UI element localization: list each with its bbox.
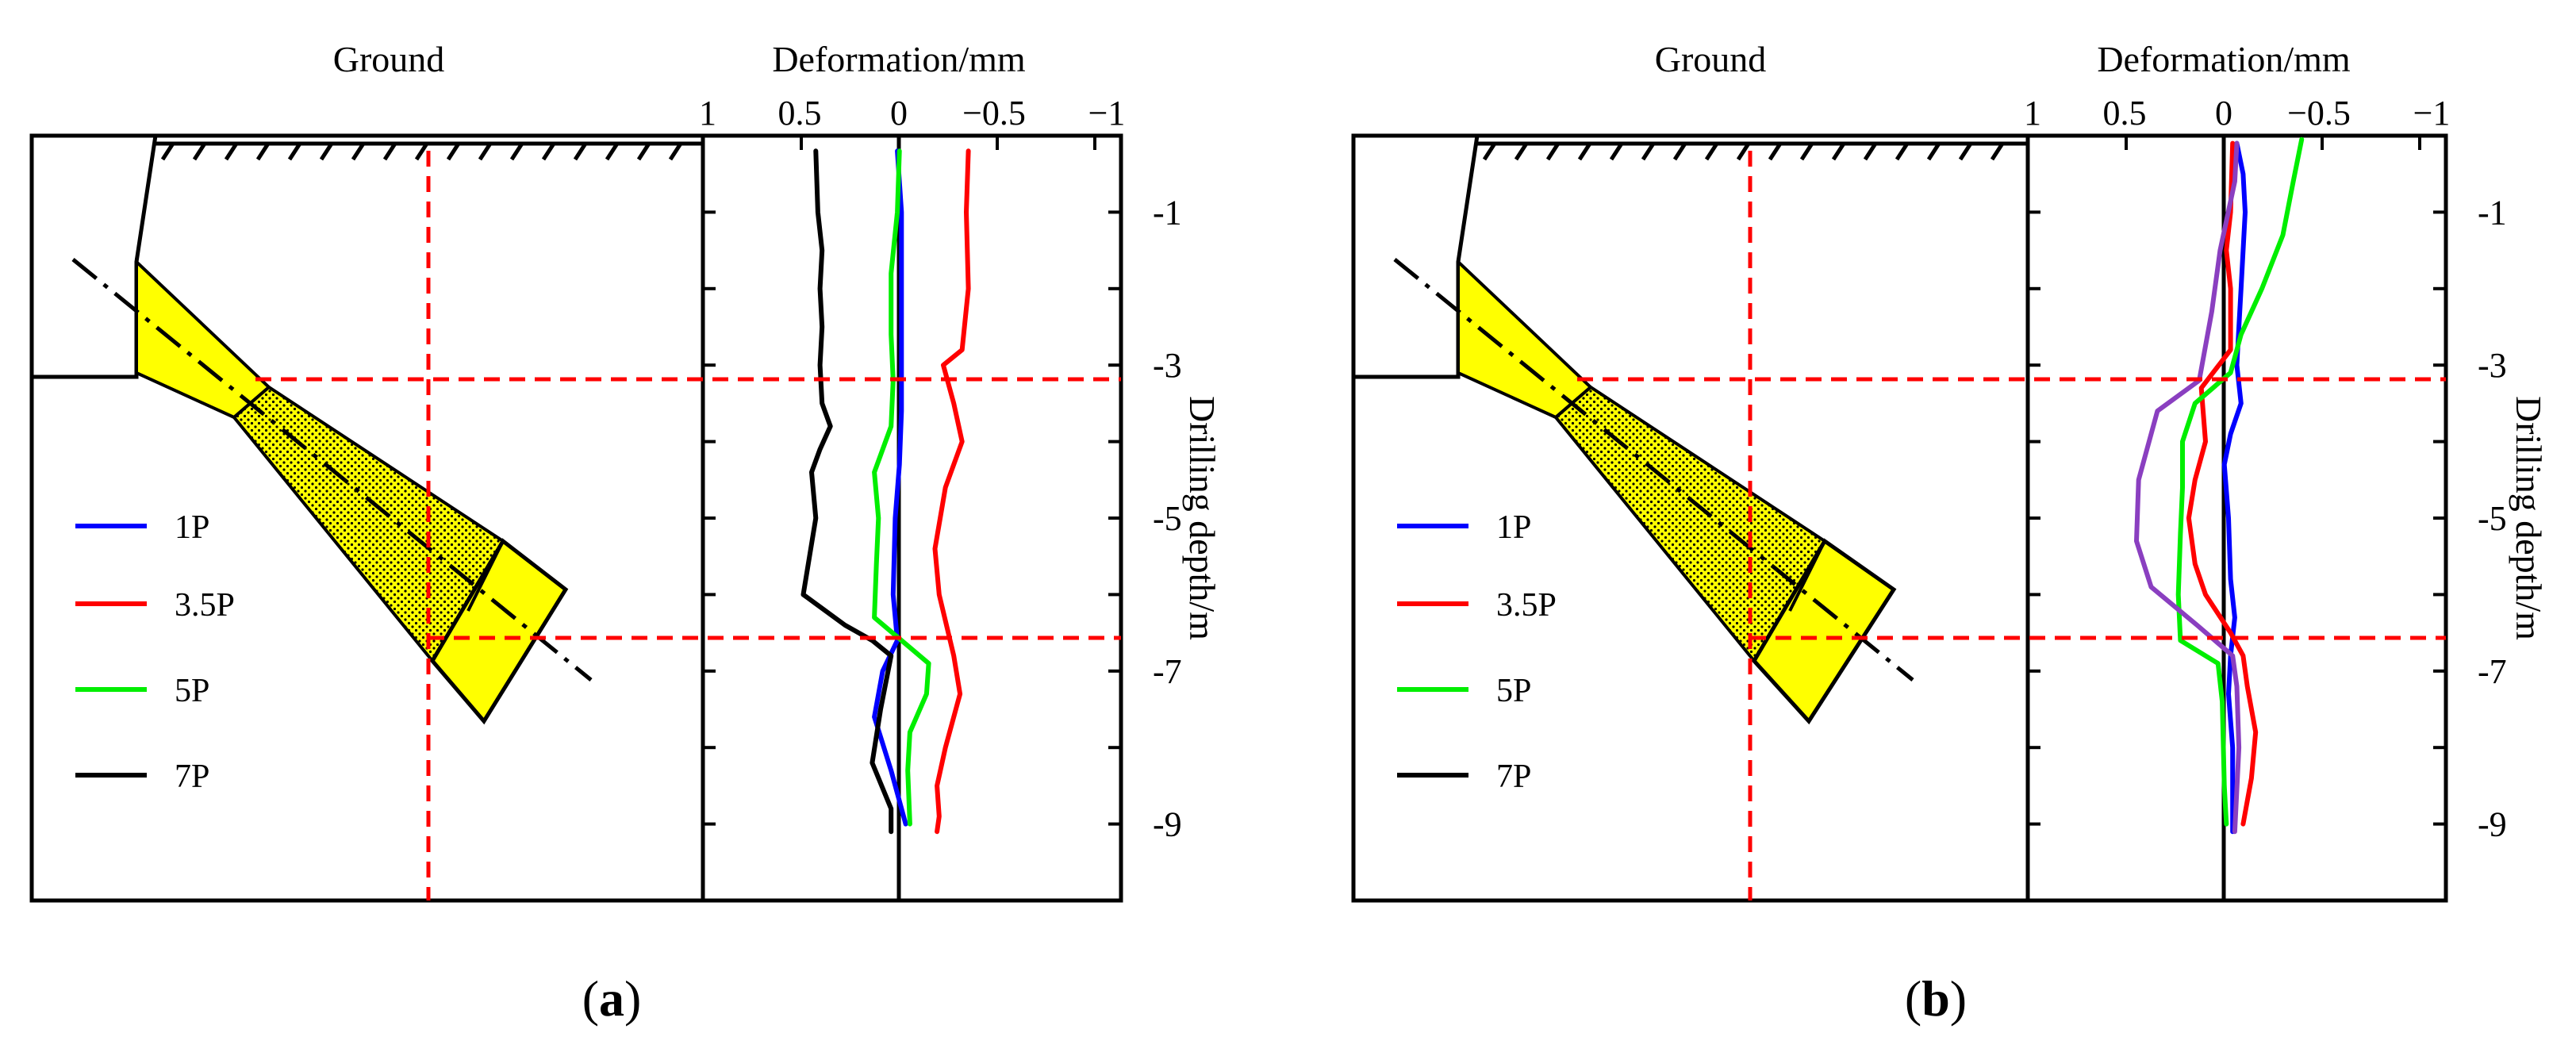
y-tick-label: -9 <box>2478 805 2507 844</box>
drilling-schematic: Ground <box>29 39 705 903</box>
y-tick-label: -1 <box>2478 193 2507 232</box>
x-tick-label: −1 <box>2413 94 2451 132</box>
y-ticks: -1 -3 -5 -7 -9 <box>703 193 1182 844</box>
x-ticks <box>2125 136 2421 150</box>
y-tick-label: -5 <box>1153 499 1182 538</box>
y-tick-label: -7 <box>1153 652 1182 691</box>
borehole-axis <box>71 258 593 682</box>
anchor-head <box>429 538 569 725</box>
ground-label: Ground <box>333 39 445 79</box>
legend-label-1p: 1P <box>1496 509 1531 546</box>
ground-hatching <box>1482 142 2005 161</box>
legend-label-3.5p: 3.5P <box>1496 587 1557 624</box>
series-line-extra <box>2134 140 2242 835</box>
series-lines <box>800 148 971 835</box>
ground-label: Ground <box>1655 39 1767 79</box>
x-axis-title: Deformation/mm <box>2097 39 2351 79</box>
legend: 1P 3.5P 5P 7P <box>1397 509 1557 795</box>
head-divider <box>1788 540 1826 612</box>
series-line-7p <box>800 148 894 835</box>
series-line-5p <box>2175 136 2305 827</box>
panel-label-a: (a) <box>582 970 642 1027</box>
slope-face <box>1351 133 1480 379</box>
panel-label-b: (b) <box>1905 970 1967 1027</box>
x-tick-label: 0.5 <box>2103 94 2147 132</box>
x-tick-label: 0.5 <box>778 94 822 132</box>
y-tick-label: -9 <box>1153 805 1182 844</box>
x-tick-label: 0 <box>890 94 908 132</box>
head-divider <box>466 540 505 612</box>
panel-a: Ground 1P 3.5P 5P 7P 1 0.5 0 −0.5 −1 Def… <box>29 39 1223 1027</box>
borehole-casing <box>135 258 271 420</box>
x-tick-label: 0 <box>2215 94 2232 132</box>
y-ticks: -1 -3 -5 -7 -9 <box>2028 193 2507 844</box>
y-axis-title: Drilling depth/m <box>1182 396 1223 640</box>
y-tick-label: -1 <box>1153 193 1182 232</box>
slope-face <box>29 133 158 379</box>
legend: 1P 3.5P 5P 7P <box>75 509 235 795</box>
series-lines <box>2134 136 2305 835</box>
ground-hatching <box>160 142 683 161</box>
x-tick-label: −0.5 <box>962 94 1026 132</box>
x-tick-label: 1 <box>2024 94 2041 132</box>
x-ticks <box>800 136 1096 150</box>
borehole-axis <box>1393 258 1914 682</box>
series-line-1p <box>2221 140 2248 835</box>
x-tick-label: −0.5 <box>2287 94 2351 132</box>
y-tick-label: -7 <box>2478 652 2507 691</box>
x-axis-title: Deformation/mm <box>772 39 1026 79</box>
series-line-1p <box>872 148 908 827</box>
x-tick-label: −1 <box>1088 94 1126 132</box>
deformation-chart: 1 0.5 0 −0.5 −1 Deformation/mm -1-3-5-7-… <box>699 39 1223 903</box>
legend-label-5p: 5P <box>175 673 209 709</box>
legend-label-3.5p: 3.5P <box>175 587 235 624</box>
x-tick-label: 1 <box>699 94 716 132</box>
y-tick-label: -3 <box>1153 346 1182 385</box>
series-line-5p <box>872 148 931 827</box>
y-tick-label: -3 <box>2478 346 2507 385</box>
anchor-head <box>1751 538 1897 725</box>
panel-b: Ground 1P 3.5P 5P 7P 1 0.5 0 −0.5 −1 Def… <box>1351 39 2549 1027</box>
drilling-schematic: Ground <box>1351 39 2030 903</box>
y-tick-label: -5 <box>2478 499 2507 538</box>
series-line-3.5p <box>932 148 971 835</box>
legend-label-5p: 5P <box>1496 673 1531 709</box>
series-line-3.5p <box>2186 140 2259 827</box>
legend-label-7p: 7P <box>1496 758 1531 795</box>
borehole-casing <box>1457 258 1593 420</box>
deformation-chart: 1 0.5 0 −0.5 −1 Deformation/mm -1-3-5-7-… <box>2024 39 2549 903</box>
legend-label-7p: 7P <box>175 758 209 795</box>
plot-frame <box>701 133 1123 903</box>
y-axis-title: Drilling depth/m <box>2509 396 2549 640</box>
legend-label-1p: 1P <box>175 509 209 546</box>
